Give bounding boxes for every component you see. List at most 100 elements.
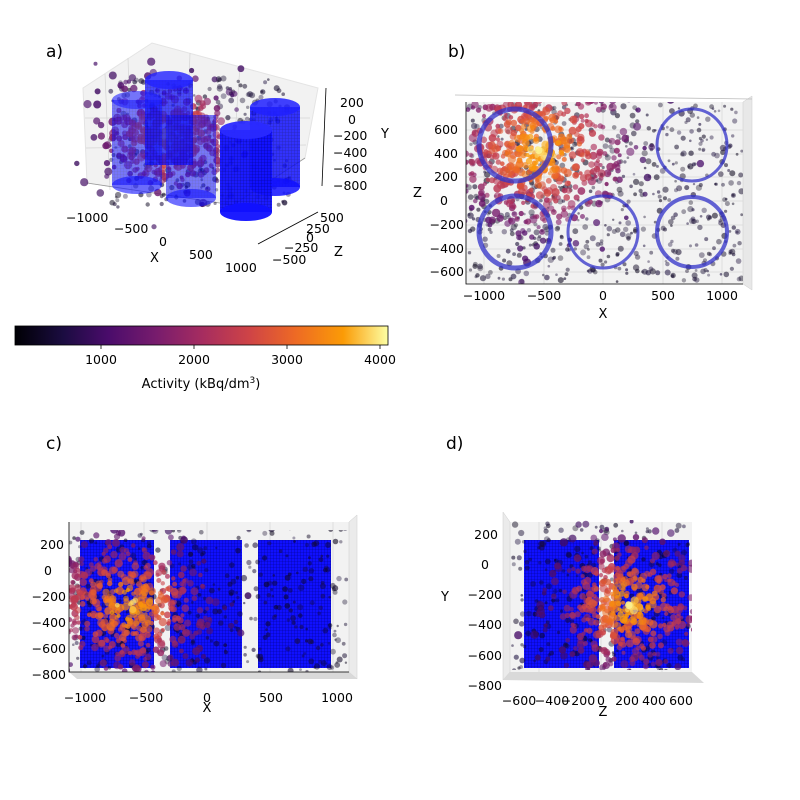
- activity-point: [530, 581, 536, 587]
- activity-point: [645, 527, 649, 531]
- activity-point: [691, 615, 692, 619]
- activity-point: [612, 578, 619, 584]
- activity-point: [658, 102, 663, 108]
- activity-point: [127, 578, 134, 585]
- activity-point: [495, 84, 501, 90]
- activity-point: [701, 134, 706, 139]
- activity-point: [536, 601, 545, 610]
- activity-point: [574, 611, 581, 618]
- activity-point: [598, 573, 604, 578]
- b-y-tick: 200: [434, 169, 458, 184]
- activity-point: [238, 83, 243, 88]
- activity-point: [497, 128, 504, 134]
- activity-point: [736, 276, 742, 282]
- activity-point: [583, 243, 589, 250]
- activity-point: [179, 581, 185, 587]
- activity-point: [581, 87, 588, 94]
- activity-point: [692, 182, 696, 186]
- activity-point: [631, 568, 640, 577]
- activity-point: [508, 217, 513, 223]
- activity-point: [125, 551, 131, 557]
- activity-point: [675, 618, 682, 625]
- activity-point: [619, 231, 626, 238]
- activity-point: [315, 645, 321, 651]
- activity-point: [638, 654, 645, 661]
- activity-point: [664, 611, 669, 616]
- activity-point: [200, 583, 205, 588]
- activity-point: [533, 229, 540, 236]
- activity-point: [688, 150, 694, 156]
- activity-point: [99, 659, 107, 667]
- activity-point: [172, 599, 177, 605]
- activity-point: [658, 563, 662, 567]
- activity-point: [69, 662, 73, 667]
- activity-point: [223, 643, 228, 647]
- activity-point: [140, 576, 147, 583]
- activity-point: [199, 100, 206, 107]
- activity-point: [669, 127, 675, 133]
- activity-point: [680, 152, 685, 157]
- activity-point: [696, 127, 702, 133]
- activity-point: [205, 606, 210, 611]
- activity-point: [485, 104, 494, 112]
- activity-point: [496, 214, 504, 222]
- activity-point: [181, 535, 186, 540]
- activity-point: [518, 210, 524, 217]
- activity-point: [684, 185, 690, 191]
- activity-point: [517, 245, 524, 252]
- a-z-tick: 500: [320, 210, 344, 225]
- activity-point: [341, 641, 346, 646]
- activity-point: [483, 170, 487, 174]
- activity-point: [599, 246, 605, 252]
- activity-point: [106, 622, 115, 631]
- activity-point: [288, 608, 293, 613]
- activity-point: [566, 568, 572, 573]
- activity-point: [632, 264, 640, 271]
- activity-point: [197, 593, 202, 597]
- activity-point: [560, 167, 568, 174]
- activity-point: [318, 660, 322, 664]
- activity-point: [142, 551, 151, 561]
- activity-point: [676, 646, 684, 655]
- activity-point: [649, 250, 654, 255]
- activity-point: [508, 84, 516, 92]
- activity-point: [698, 183, 703, 187]
- activity-point: [309, 600, 315, 606]
- activity-point: [203, 596, 207, 601]
- activity-point: [656, 668, 661, 670]
- activity-point: [468, 204, 475, 211]
- activity-point: [108, 566, 117, 575]
- activity-point: [159, 201, 164, 207]
- activity-point: [319, 583, 326, 590]
- activity-point: [161, 569, 167, 575]
- activity-point: [237, 629, 245, 637]
- activity-point: [96, 189, 105, 197]
- activity-point: [609, 102, 616, 105]
- activity-point: [91, 635, 100, 644]
- c-y-tick: 0: [44, 563, 52, 578]
- activity-point: [571, 163, 579, 172]
- activity-point: [143, 615, 152, 623]
- activity-point: [299, 668, 302, 671]
- activity-point: [614, 113, 621, 119]
- activity-point: [53, 582, 58, 587]
- activity-point: [318, 605, 323, 610]
- activity-point: [108, 88, 114, 94]
- activity-point: [220, 662, 227, 669]
- activity-point: [90, 589, 97, 596]
- activity-point: [140, 565, 145, 570]
- activity-point: [97, 618, 106, 627]
- activity-point: [585, 152, 592, 160]
- activity-point: [283, 594, 289, 600]
- activity-point: [654, 129, 657, 132]
- activity-point: [582, 520, 590, 528]
- activity-point: [511, 521, 519, 528]
- activity-point: [549, 569, 557, 578]
- activity-point: [580, 574, 585, 579]
- activity-point: [536, 225, 541, 230]
- activity-point: [84, 568, 92, 577]
- activity-point: [614, 139, 621, 146]
- activity-point: [484, 192, 490, 198]
- activity-point: [302, 566, 308, 573]
- activity-point: [762, 613, 769, 620]
